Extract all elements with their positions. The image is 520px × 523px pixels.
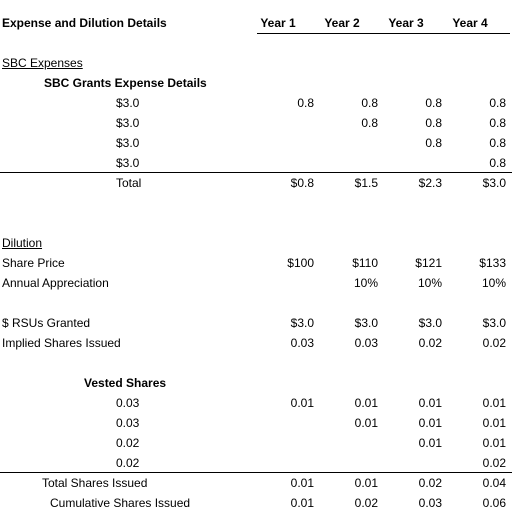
vested-cell: 0.01 — [482, 436, 506, 450]
total-shares-label: Total Shares Issued — [42, 476, 148, 490]
sbc-cell: 0.8 — [425, 96, 442, 110]
sbc-grant: $3.0 — [116, 116, 140, 130]
share-price: $133 — [479, 256, 506, 270]
sbc-total: $3.0 — [482, 176, 506, 190]
vested-grant: 0.03 — [116, 416, 140, 430]
vested-cell: 0.01 — [354, 416, 378, 430]
sbc-cell: 0.8 — [297, 96, 314, 110]
appreciation-value: 10% — [353, 276, 378, 290]
sbc-subtitle: SBC Grants Expense Details — [44, 76, 207, 90]
vested-cell: 0.01 — [354, 396, 378, 410]
vested-total-divider — [0, 472, 512, 473]
year-header-1: Year 1 — [260, 16, 296, 30]
sbc-total-label: Total — [116, 176, 142, 190]
sbc-grant: $3.0 — [116, 136, 140, 150]
vested-title: Vested Shares — [84, 376, 167, 390]
page-title: Expense and Dilution Details — [2, 16, 167, 30]
sbc-cell: 0.8 — [361, 96, 378, 110]
sbc-cell: 0.8 — [489, 96, 506, 110]
year-header-2: Year 2 — [324, 16, 360, 30]
sbc-total: $1.5 — [354, 176, 378, 190]
vested-cell: 0.01 — [482, 416, 506, 430]
sbc-total: $2.3 — [418, 176, 442, 190]
year-header-3: Year 3 — [388, 16, 424, 30]
appreciation-label: Annual Appreciation — [2, 276, 109, 290]
vested-cell: 0.01 — [290, 396, 314, 410]
vested-grant: 0.02 — [116, 436, 140, 450]
sbc-cell: 0.8 — [425, 116, 442, 130]
implied-shares: 0.02 — [418, 336, 442, 350]
total-shares: 0.04 — [482, 476, 506, 490]
sbc-grant: $3.0 — [116, 96, 140, 110]
total-shares: 0.02 — [418, 476, 442, 490]
sbc-cell: 0.8 — [489, 156, 506, 170]
sbc-section-title: SBC Expenses — [2, 56, 83, 70]
sbc-cell: 0.8 — [425, 136, 442, 150]
implied-shares-label: Implied Shares Issued — [2, 336, 121, 350]
vested-cell: 0.01 — [418, 396, 442, 410]
rsu-granted: $3.0 — [354, 316, 378, 330]
vested-grant: 0.03 — [116, 396, 140, 410]
dilution-section-title: Dilution — [2, 236, 43, 250]
header-underline — [257, 33, 510, 34]
cumulative-shares-label: Cumulative Shares Issued — [50, 496, 191, 510]
implied-shares: 0.03 — [290, 336, 314, 350]
share-price: $100 — [287, 256, 314, 270]
sbc-grant: $3.0 — [116, 156, 140, 170]
vested-cell: 0.01 — [418, 416, 442, 430]
share-price: $121 — [415, 256, 442, 270]
vested-cell: 0.01 — [482, 396, 506, 410]
cumulative-shares: 0.03 — [418, 496, 442, 510]
cumulative-shares: 0.02 — [354, 496, 378, 510]
implied-shares: 0.03 — [354, 336, 378, 350]
vested-cell: 0.01 — [418, 436, 442, 450]
share-price: $110 — [352, 256, 378, 270]
sbc-cell: 0.8 — [489, 116, 506, 130]
vested-cell: 0.02 — [482, 456, 506, 470]
share-price-label: Share Price — [2, 256, 65, 270]
year-header-4: Year 4 — [452, 16, 488, 30]
cumulative-shares: 0.01 — [290, 496, 314, 510]
sbc-cell: 0.8 — [361, 116, 378, 130]
rsu-granted: $3.0 — [290, 316, 314, 330]
rsu-granted: $3.0 — [418, 316, 442, 330]
total-shares: 0.01 — [290, 476, 314, 490]
sbc-cell: 0.8 — [489, 136, 506, 150]
rsu-granted-label: $ RSUs Granted — [2, 316, 91, 330]
implied-shares: 0.02 — [482, 336, 506, 350]
cumulative-shares: 0.06 — [482, 496, 506, 510]
appreciation-value: 10% — [481, 276, 506, 290]
sbc-total: $0.8 — [290, 176, 314, 190]
total-shares: 0.01 — [354, 476, 378, 490]
sbc-total-divider — [0, 172, 512, 173]
vested-grant: 0.02 — [116, 456, 140, 470]
rsu-granted: $3.0 — [482, 316, 506, 330]
appreciation-value: 10% — [417, 276, 442, 290]
